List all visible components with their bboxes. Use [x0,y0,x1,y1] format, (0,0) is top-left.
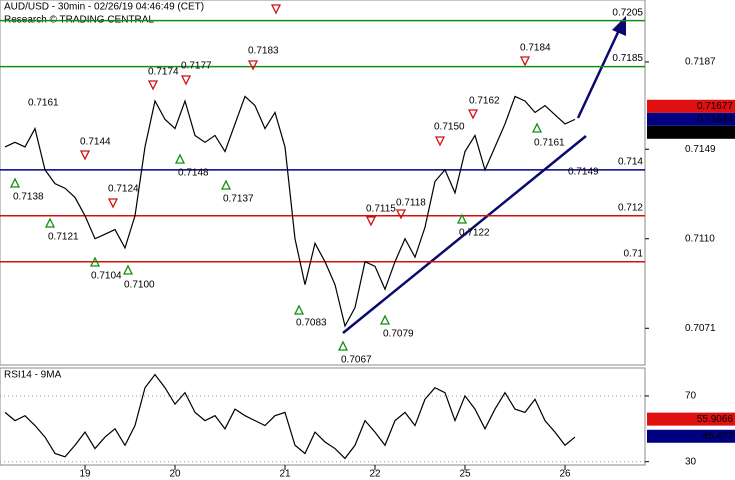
y-tick-label: 0.7110 [685,233,715,244]
pivot-label: 0.7150 [434,122,465,133]
pivot-label: 0.7122 [459,228,490,239]
pivot-marker [220,179,232,190]
x-tick-label: 21 [279,469,291,480]
trend-line [342,135,587,334]
pivot-marker [365,216,377,227]
pivot-marker [107,198,119,209]
pivot-label: 0.7149 [568,167,599,178]
pivot-label: 0.7115 [366,204,396,215]
x-tick-label: 22 [369,469,381,480]
pivot-label: 0.7184 [520,43,551,54]
pivot-label: 0.7124 [108,184,139,195]
price-panel [0,0,646,366]
pivot-label: 0.7137 [223,194,254,205]
pivot-marker [395,209,407,220]
pivot-marker [180,75,192,86]
pivot-marker [379,314,391,325]
pivot-marker [293,304,305,315]
pivot-label: 0.7100 [124,280,155,291]
pivot-label: 0.7083 [296,318,327,329]
price-box [647,412,735,426]
pivot-marker [247,60,259,71]
arrow-line [576,27,622,119]
pivot-marker [9,177,21,188]
pivot-marker [270,4,282,15]
level-label: 0.714 [618,157,643,168]
pivot-label: 0.7148 [178,168,209,179]
level-label: 0.712 [618,202,643,213]
pivot-label: 0.7144 [80,137,111,148]
price-box [647,125,735,139]
level-label: 0.71 [624,248,644,259]
price-box-label: 55.9066 [697,414,734,425]
pivot-label: 0.7121 [48,232,79,243]
pivot-marker [79,150,91,161]
price-line [4,373,576,460]
pivot-marker [147,80,159,91]
level-label: 0.7185 [612,53,643,64]
x-tick-label: 19 [79,469,91,480]
price-box-label: 45.477 [702,431,733,442]
pivot-marker [531,122,543,133]
price-box [647,99,735,113]
pivot-label: 0.7183 [248,46,279,57]
price-box-label: 0.71617 [697,127,734,138]
level-label: 0.7205 [612,7,643,18]
price-line [4,95,576,328]
y-tick-label: 0.7071 [685,323,716,334]
y-tick-label: 30 [685,456,697,467]
pivot-label: 0.7161 [28,98,59,109]
pivot-marker [456,213,468,224]
price-box [647,112,735,126]
pivot-label: 0.7138 [13,192,44,203]
price-box-label: 0.71677 [697,101,734,112]
pivot-label: 0.7118 [396,198,426,209]
x-tick-label: 26 [559,469,571,480]
pivot-label: 0.7162 [469,96,500,107]
pivot-marker [337,340,349,351]
pivot-label: 0.7177 [181,61,212,72]
pivot-marker [44,217,56,228]
pivot-marker [174,153,186,164]
rsi-panel [0,367,646,466]
pivot-marker [434,136,446,147]
pivot-label: 0.7079 [383,329,414,340]
pivot-label: 0.7174 [148,67,179,78]
x-tick-label: 20 [169,469,181,480]
chart-title: AUD/USD - 30min - 02/26/19 04:46:49 (CET… [4,2,204,13]
x-tick-label: 25 [459,469,471,480]
pivot-marker [89,256,101,267]
price-box [647,429,735,443]
y-tick-label: 0.7149 [685,144,716,155]
price-box-label: 0.71644 [697,114,734,125]
pivot-label: 0.7104 [91,271,122,282]
rsi-title: RSI14 - 9MA [4,370,62,381]
y-tick-label: 0.7187 [685,57,716,68]
pivot-marker [122,264,134,275]
pivot-marker [467,109,479,120]
pivot-label: 0.7067 [341,355,372,366]
pivot-label: 0.7161 [534,138,565,149]
pivot-marker [519,56,531,67]
y-tick-label: 70 [685,391,697,402]
